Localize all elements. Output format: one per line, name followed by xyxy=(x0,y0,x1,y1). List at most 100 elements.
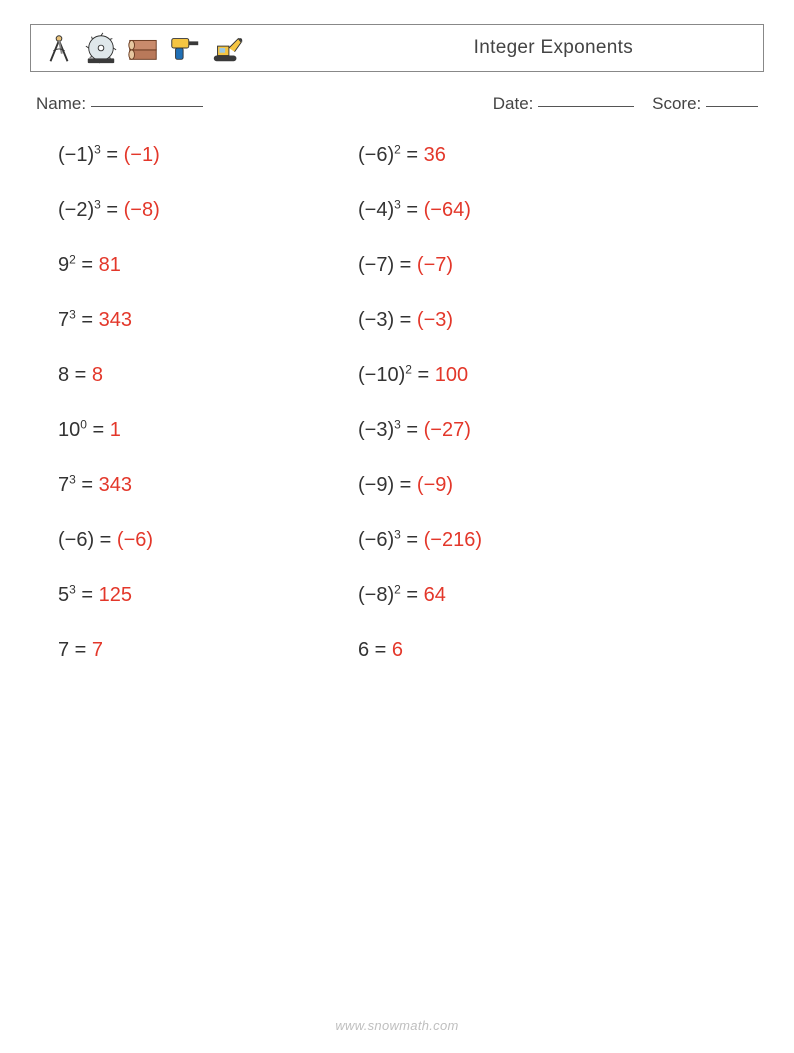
problem-row: (−6)3 = (−216) xyxy=(358,529,698,552)
name-label: Name: xyxy=(36,94,86,113)
problem-exponent: 3 xyxy=(394,197,401,211)
problem-base: 7 xyxy=(58,309,69,331)
problem-row: (−6)2 = 36 xyxy=(358,144,698,167)
problem-row: 53 = 125 xyxy=(58,584,358,607)
problem-answer: 7 xyxy=(92,639,103,661)
problem-base: 9 xyxy=(58,254,69,276)
problem-base: 5 xyxy=(58,584,69,606)
excavator-icon xyxy=(209,30,245,66)
problem-exponent: 2 xyxy=(69,252,76,266)
worksheet-title: Integer Exponents xyxy=(474,37,633,59)
equals-sign: = xyxy=(69,364,92,386)
problem-exponent: 3 xyxy=(69,582,76,596)
problem-row: (−7) = (−7) xyxy=(358,254,698,277)
problem-row: (−3)3 = (−27) xyxy=(358,419,698,442)
problem-row: 100 = 1 xyxy=(58,419,358,442)
meta-row: Name: Date: Score: xyxy=(30,94,764,114)
problem-base: (−2) xyxy=(58,199,94,221)
problem-base: (−7) xyxy=(358,254,394,276)
equals-sign: = xyxy=(69,639,92,661)
problem-exponent: 3 xyxy=(69,307,76,321)
footer-url: www.snowmath.com xyxy=(0,1018,794,1033)
problem-base: (−6) xyxy=(58,529,94,551)
problem-exponent: 3 xyxy=(394,527,401,541)
worksheet-page: Integer Exponents Name: Date: Score: (−1… xyxy=(0,0,794,1053)
equals-sign: = xyxy=(94,529,117,551)
problem-answer: (−1) xyxy=(124,144,160,166)
equals-sign: = xyxy=(412,364,435,386)
equals-sign: = xyxy=(401,419,424,441)
problem-base: (−3) xyxy=(358,309,394,331)
problem-base: (−4) xyxy=(358,199,394,221)
problem-row: (−2)3 = (−8) xyxy=(58,199,358,222)
equals-sign: = xyxy=(101,199,124,221)
problem-row: 7 = 7 xyxy=(58,639,358,662)
problem-answer: 1 xyxy=(110,419,121,441)
problem-answer: 343 xyxy=(99,309,132,331)
problem-base: 10 xyxy=(58,419,80,441)
equals-sign: = xyxy=(76,584,99,606)
problem-answer: 81 xyxy=(99,254,121,276)
equals-sign: = xyxy=(394,254,417,276)
problem-row: (−10)2 = 100 xyxy=(358,364,698,387)
problem-base: (−10) xyxy=(358,364,405,386)
date-field: Date: xyxy=(493,94,634,114)
problem-base: (−6) xyxy=(358,144,394,166)
score-field: Score: xyxy=(652,94,758,114)
problem-answer: (−7) xyxy=(417,254,453,276)
problem-answer: (−216) xyxy=(424,529,482,551)
problem-base: (−1) xyxy=(58,144,94,166)
equals-sign: = xyxy=(76,254,99,276)
equals-sign: = xyxy=(76,474,99,496)
problem-answer: (−3) xyxy=(417,309,453,331)
problem-row: (−9) = (−9) xyxy=(358,474,698,497)
equals-sign: = xyxy=(401,199,424,221)
problem-answer: (−9) xyxy=(417,474,453,496)
problem-base: 7 xyxy=(58,474,69,496)
problem-row: 92 = 81 xyxy=(58,254,358,277)
problem-exponent: 2 xyxy=(405,362,412,376)
problem-base: 6 xyxy=(358,639,369,661)
compass-icon xyxy=(41,30,77,66)
problem-answer: (−64) xyxy=(424,199,471,221)
problem-row: (−4)3 = (−64) xyxy=(358,199,698,222)
problem-answer: 8 xyxy=(92,364,103,386)
date-blank[interactable] xyxy=(538,106,634,107)
problem-answer: (−27) xyxy=(424,419,471,441)
problem-answer: 6 xyxy=(392,639,403,661)
equals-sign: = xyxy=(76,309,99,331)
problem-answer: 64 xyxy=(424,584,446,606)
problem-row: (−3) = (−3) xyxy=(358,309,698,332)
name-field: Name: xyxy=(30,94,203,114)
problems-column-2: (−6)2 = 36(−4)3 = (−64)(−7) = (−7)(−3) =… xyxy=(358,144,698,662)
problem-base: (−3) xyxy=(358,419,394,441)
equals-sign: = xyxy=(401,144,424,166)
score-label: Score: xyxy=(652,94,701,113)
equals-sign: = xyxy=(101,144,124,166)
problem-exponent: 0 xyxy=(80,417,87,431)
problem-answer: 100 xyxy=(435,364,468,386)
equals-sign: = xyxy=(369,639,392,661)
problem-exponent: 3 xyxy=(69,472,76,486)
equals-sign: = xyxy=(394,474,417,496)
problem-answer: 343 xyxy=(99,474,132,496)
problem-base: 7 xyxy=(58,639,69,661)
problem-row: 6 = 6 xyxy=(358,639,698,662)
problem-base: 8 xyxy=(58,364,69,386)
score-blank[interactable] xyxy=(706,106,758,107)
date-label: Date: xyxy=(493,94,534,113)
problem-row: 73 = 343 xyxy=(58,309,358,332)
problems-grid: (−1)3 = (−1)(−2)3 = (−8)92 = 8173 = 3438… xyxy=(30,144,764,662)
problem-base: (−9) xyxy=(358,474,394,496)
problem-answer: 36 xyxy=(424,144,446,166)
problem-base: (−6) xyxy=(358,529,394,551)
problem-row: 8 = 8 xyxy=(58,364,358,387)
drill-icon xyxy=(167,30,203,66)
problem-answer: 125 xyxy=(99,584,132,606)
lumber-icon xyxy=(125,30,161,66)
problem-row: (−6) = (−6) xyxy=(58,529,358,552)
equals-sign: = xyxy=(401,584,424,606)
name-blank[interactable] xyxy=(91,106,203,107)
header-icons xyxy=(41,30,245,66)
sawblade-icon xyxy=(83,30,119,66)
